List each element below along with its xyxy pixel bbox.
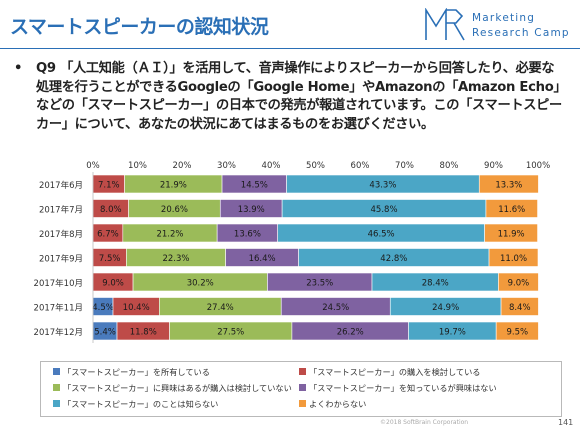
page-number: 141 (558, 418, 574, 427)
data-label: 8.4% (509, 303, 531, 313)
data-label: 4.5% (92, 303, 114, 313)
logo-line-2: Research Camp (472, 27, 570, 39)
data-label: 24.5% (322, 303, 349, 313)
legend-swatch (53, 384, 60, 391)
x-tick-label: 50% (306, 161, 325, 171)
data-label: 6.7% (97, 230, 119, 240)
question-bullet: • (14, 61, 23, 76)
category-label: 2017年11月 (34, 303, 83, 314)
data-label: 14.5% (241, 181, 268, 191)
legend-label: よくわからない (309, 399, 367, 409)
data-label: 13.6% (234, 230, 261, 240)
logo-line-1: Marketing (472, 12, 536, 24)
data-label: 30.2% (187, 279, 214, 289)
x-tick-label: 0% (86, 161, 100, 171)
data-label: 27.4% (207, 303, 234, 313)
bar-segment (484, 223, 538, 243)
x-tick-label: 40% (262, 161, 281, 171)
data-label: 13.3% (495, 181, 522, 191)
x-tick-label: 10% (128, 161, 147, 171)
bar-segment (478, 174, 539, 194)
legend-label: 「スマートスピーカー」のことは知らない (63, 399, 219, 409)
logo-text: Marketing Research Camp (472, 11, 570, 41)
copyright-text: ©2018 SoftBrain Corporation (380, 419, 469, 426)
data-label: 23.5% (306, 279, 333, 289)
x-tick-label: 30% (217, 161, 236, 171)
data-label: 8.0% (100, 205, 122, 215)
data-label: 7.1% (98, 181, 120, 191)
bar-segment (498, 272, 539, 292)
legend-swatch (299, 368, 306, 375)
x-tick-label: 20% (173, 161, 192, 171)
x-tick-label: 90% (484, 161, 503, 171)
data-label: 11.9% (498, 230, 525, 240)
x-tick-label: 80% (440, 161, 459, 171)
chart-legend: 「スマートスピーカー」を所有している 「スマートスピーカー」の購入を検討している「… (40, 361, 562, 417)
legend-item: 「スマートスピーカー」を知っているが興味はない (299, 382, 497, 394)
category-label: 2017年8月 (39, 229, 83, 240)
bar-segment (485, 199, 538, 218)
x-tick-label: 70% (395, 161, 414, 171)
data-label: 9.0% (508, 279, 530, 289)
data-label: 26.2% (337, 328, 364, 338)
data-label: 22.3% (162, 254, 189, 264)
legend-item: 「スマートスピーカー」に興味はあるが購入は検討していない (53, 382, 292, 394)
bar-segment (488, 248, 539, 267)
question-text: Q9 「人工知能（ＡＩ）」を活用して、音声操作によりスピーカーから回答したり、必… (36, 61, 562, 132)
stacked-bar-chart: 0% 10% 20% 30% 40% 50% 60% 70% 80% 90% 100% 2017年6月… (34, 161, 550, 343)
data-label: 11.6% (498, 205, 525, 215)
question-block: • Q9 「人工知能（ＡＩ）」を活用して、音声操作によりスピーカーから回答したり… (14, 60, 566, 134)
data-label: 9.5% (507, 328, 529, 338)
data-label: 9.0% (102, 279, 124, 289)
bar-segment (500, 297, 539, 316)
data-label: 16.4% (249, 254, 276, 264)
data-label: 13.9% (238, 205, 265, 215)
category-label: 2017年7月 (39, 205, 83, 216)
logo-mark-icon (425, 8, 465, 41)
data-label: 21.9% (160, 181, 187, 191)
legend-label: 「スマートスピーカー」を知っているが興味はない (309, 383, 497, 393)
legend-label: 「スマートスピーカー」に興味はあるが購入は検討していない (63, 383, 292, 393)
category-label: 2017年10月 (34, 278, 83, 289)
data-label: 42.8% (380, 254, 407, 264)
logo: Marketing Research Camp (424, 6, 574, 46)
x-tick-label: 60% (351, 161, 370, 171)
legend-label: 「スマートスピーカー」を所有している (63, 367, 210, 377)
legend-item: 「スマートスピーカー」を所有している (53, 366, 210, 378)
data-label: 20.6% (161, 205, 188, 215)
legend-item: 「スマートスピーカー」のことは知らない (53, 398, 218, 410)
data-label: 43.3% (369, 181, 396, 191)
bar-segment (495, 321, 539, 341)
legend-item: よくわからない (299, 398, 366, 410)
data-label: 46.5% (368, 230, 395, 240)
x-tick-label: 100% (526, 161, 550, 171)
data-label: 5.4% (94, 328, 116, 338)
data-label: 27.5% (217, 328, 244, 338)
data-label: 7.5% (99, 254, 121, 264)
data-label: 45.8% (371, 205, 398, 215)
page-title: スマートスピーカーの認知状況 (10, 16, 269, 38)
category-label: 2017年6月 (39, 180, 83, 191)
header-divider (0, 48, 580, 49)
legend-item: 「スマートスピーカー」の購入を検討している (299, 366, 480, 378)
data-label: 11.0% (500, 254, 527, 264)
category-label: 2017年9月 (39, 254, 83, 265)
legend-swatch (53, 400, 60, 407)
legend-label: 「スマートスピーカー」の購入を検討している (309, 367, 481, 377)
legend-swatch (299, 400, 306, 407)
data-label: 10.4% (123, 303, 150, 313)
data-label: 19.7% (439, 328, 466, 338)
data-label: 11.8% (130, 328, 157, 338)
legend-swatch (53, 368, 60, 375)
data-label: 24.9% (432, 303, 459, 313)
category-label: 2017年12月 (34, 327, 83, 338)
data-label: 28.4% (422, 279, 449, 289)
data-label: 21.2% (156, 230, 183, 240)
legend-swatch (299, 384, 306, 391)
